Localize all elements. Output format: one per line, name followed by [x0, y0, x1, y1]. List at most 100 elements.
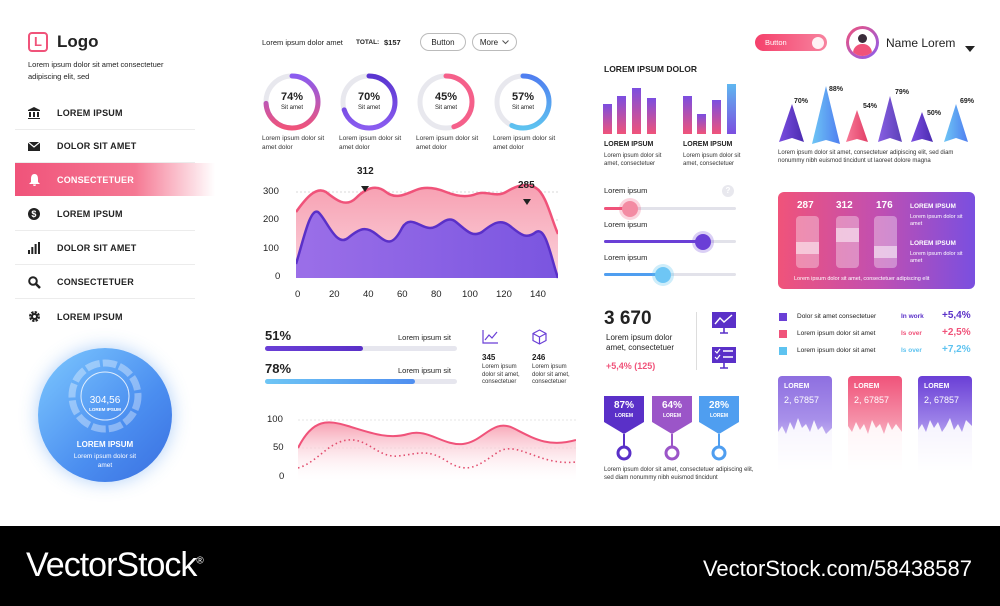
sidebar-item-dolor-sit-amet[interactable]: DOLOR SIT AMET: [15, 130, 195, 163]
y-tick: 0: [275, 271, 281, 282]
sidebar-item-consectetuer[interactable]: CONSECTETUER: [15, 163, 215, 196]
help-icon[interactable]: ?: [722, 185, 734, 197]
sidebar-item-label: DOLOR SIT AMET: [57, 141, 137, 151]
gauge-desc: Lorem ipsum dolor sit amet: [73, 453, 137, 469]
card-caption: Lorem ipsum dolor sit amet, consectetuer…: [794, 276, 930, 282]
gauge-sub: LOREM IPSUM: [89, 407, 121, 412]
slider-handle-1[interactable]: [622, 200, 639, 217]
wave-card-title: LOREM: [784, 383, 810, 390]
user-name[interactable]: Name Lorem: [886, 36, 956, 50]
pins-caption: Lorem ipsum dolor sit amet, consectetuer…: [604, 467, 754, 481]
user-icon: [849, 29, 876, 56]
toggle-knob: [812, 36, 824, 49]
slider-1[interactable]: [604, 200, 736, 217]
ring-caption-3: Lorem ipsum dolor sit amet dolor: [416, 135, 479, 151]
sidebar-item-consectetuer-2[interactable]: CONSECTETUER: [15, 266, 195, 299]
card-value-3: 176: [876, 200, 893, 211]
ring-label-3: Sit amet: [434, 105, 457, 111]
ring-label-2: Sit amet: [357, 105, 380, 111]
ring-pct-3: 45%: [434, 91, 458, 103]
x-tick: 20: [329, 289, 340, 300]
logo-text: Logo: [57, 32, 99, 51]
wave-card-1: LOREM 2, 67857: [778, 376, 832, 474]
slider-2[interactable]: [604, 233, 736, 250]
pin-3: 28% LOREM: [699, 396, 739, 464]
total-value: $157: [384, 38, 401, 47]
toggle-button[interactable]: Button: [755, 34, 827, 51]
slider-handle-2[interactable]: [695, 233, 711, 250]
y-tick: 0: [279, 471, 285, 482]
ring-caption-1: Lorem ipsum dolor sit amet dolor: [262, 135, 325, 151]
pin-shape: [652, 396, 692, 461]
kpi-change: +5,4% (125): [606, 361, 656, 371]
gear-icon: [27, 310, 41, 323]
legend-swatch: [779, 347, 787, 355]
bar-group-title-1: LOREM IPSUM: [604, 141, 654, 148]
user-menu-chevron-icon[interactable]: [965, 40, 975, 58]
pyramid-caption: Lorem ipsum dolor sit amet, consectetuer…: [778, 150, 954, 164]
legend-change: +2,5%: [942, 327, 971, 338]
sidebar-item-lorem-ipsum-2[interactable]: $ LOREM IPSUM: [15, 198, 195, 231]
legend-text: Dolor sit amet consectetuer: [797, 313, 877, 320]
wave-card-value: 2, 67857: [784, 395, 820, 405]
sidebar-item-dolor-sit-amet-2[interactable]: DOLOR SIT AMET: [15, 232, 195, 265]
sidebar-tagline: Lorem ipsum dolor sit amet consectetuer …: [28, 60, 164, 81]
legend-swatch: [779, 313, 787, 321]
stat-value-2: 246: [532, 353, 546, 362]
pin-2: 64% LOREM: [652, 396, 692, 464]
wave-card-chart: [918, 418, 972, 474]
slider-label-2: Lorem ipsum: [604, 220, 648, 229]
bell-icon: [27, 173, 41, 186]
slider-3[interactable]: [604, 266, 736, 283]
bar-group-chart: [603, 84, 736, 134]
y-tick: 200: [263, 214, 279, 225]
x-tick: 120: [496, 289, 512, 300]
peak-label-a: 312: [357, 166, 374, 177]
card-side-desc-2: Lorem ipsum dolor sit amet: [910, 251, 963, 264]
bar-chart-icon: [27, 242, 41, 254]
card-column-3: [874, 216, 897, 268]
bars-panel-title: LOREM IPSUM DOLOR: [604, 64, 698, 74]
ring-pct-4: 57%: [511, 91, 535, 103]
footer-brand-text: VectorStock: [26, 546, 197, 584]
mail-icon: [27, 141, 41, 151]
divider: [696, 312, 697, 370]
card-side-desc-1: Lorem ipsum dolor sit amet: [910, 214, 963, 227]
sidebar-item-lorem-ipsum[interactable]: LOREM IPSUM: [15, 97, 195, 130]
pyramid-label: 50%: [927, 110, 942, 117]
wave-card-3: LOREM 2, 67857: [918, 376, 972, 474]
more-dropdown[interactable]: More: [472, 33, 517, 51]
ring-caption-4: Lorem ipsum dolor sit amet dolor: [493, 135, 556, 151]
x-tick: 40: [363, 289, 374, 300]
pin-shape: [699, 396, 739, 461]
pyramid-label: 79%: [895, 89, 910, 96]
status-legend: Dolor sit amet consectetuer In work +5,4…: [779, 310, 975, 372]
dollar-icon: $: [27, 208, 41, 220]
marker-down-icon: [523, 192, 531, 210]
footer-banner: VectorStock® VectorStock.com/58438587: [0, 526, 1000, 606]
progress-pct-2: 78%: [265, 361, 292, 376]
pin-label: LOREM: [662, 413, 682, 419]
ring-chart-4: [494, 73, 552, 131]
card-value-1: 287: [797, 200, 814, 211]
card-value-2: 312: [836, 200, 853, 211]
gradient-stats-card: 287 312 176 LOREM IPSUM Lorem ipsum dolo…: [778, 192, 975, 289]
kpi-value: 3 670: [604, 308, 652, 329]
sidebar-item-lorem-ipsum-3[interactable]: LOREM IPSUM: [15, 300, 195, 333]
slider-handle-3[interactable]: [655, 266, 672, 283]
cube-icon: [532, 329, 547, 350]
slider-label-1: Lorem ipsum: [604, 186, 648, 195]
topbar-button[interactable]: Button: [420, 33, 466, 51]
legend-change: +5,4%: [942, 310, 971, 321]
sidebar-item-label: CONSECTETUER: [57, 277, 134, 287]
ring-chart-2: [340, 73, 398, 131]
ring-chart-1: [263, 73, 321, 131]
peak-label-b: 285: [518, 180, 535, 191]
footer-url: VectorStock.com/58438587: [702, 556, 972, 581]
avatar[interactable]: [846, 26, 879, 59]
gauge-ring: [68, 359, 142, 433]
ring-pct-2: 70%: [357, 91, 381, 103]
x-tick: 0: [295, 289, 301, 300]
bank-icon: [27, 107, 41, 119]
sidebar-item-label: LOREM IPSUM: [57, 311, 123, 322]
